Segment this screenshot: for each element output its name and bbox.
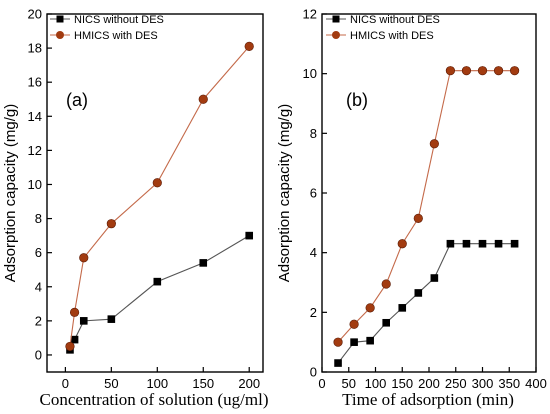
data-point-s0-7 [446,239,455,248]
x-tick-label-2: 100 [365,376,387,391]
data-point-s1-8 [461,66,472,76]
panel-b-legend-entry-hmics: HMICS with DES [350,30,434,42]
legend-marker-0 [332,15,340,23]
panel-b-legend-entry-nics: NICS without DES [350,14,440,26]
x-tick-label-4: 200 [418,376,440,391]
panel-b: 0 50 100 150 200 250 300 350 400 0 2 4 6 8 10 12 (b) Ti… [276,7,547,410]
y-tick-label-6: 12 [28,143,42,158]
y-tick-label-0: 0 [310,365,317,380]
y-tick-label-6: 12 [303,7,317,22]
x-tick-label-1: 50 [104,376,118,391]
data-point-s0-4 [153,277,162,286]
x-tick-label-3: 150 [391,376,413,391]
panel-a-legend-entry-hmics: HMICS with DES [74,30,158,42]
series-line-1 [337,70,515,343]
y-tick-label-8: 16 [28,75,42,90]
y-tick-label-5: 10 [303,66,317,81]
panel-b-frame [321,13,537,373]
panel-a-y-axis-title: Adsorption capacity (mg/g) [2,104,19,282]
data-point-s1-3 [106,219,116,229]
x-tick-label-0: 0 [318,376,325,391]
data-point-s0-2 [79,317,88,325]
x-tick-label-3: 150 [192,376,214,391]
data-point-s0-5 [199,259,208,267]
data-point-s0-8 [462,239,471,248]
data-point-s1-2 [365,303,375,313]
data-point-s0-1 [350,338,358,346]
y-tick-label-4: 8 [310,126,317,141]
data-point-s1-0 [65,341,75,352]
data-point-s1-4 [397,239,407,249]
x-tick-label-2: 100 [146,376,168,391]
legend-marker-1 [56,31,64,39]
data-point-s0-9 [478,239,487,248]
y-tick-label-7: 14 [28,109,42,124]
data-point-s1-6 [244,41,254,51]
y-tick-label-2: 4 [35,279,42,294]
data-point-s0-2 [366,336,374,345]
panel-a-x-axis-title: Concentration of solution (ug/ml) [40,390,269,409]
panel-a-frame [46,13,264,373]
y-tick-label-1: 2 [35,313,42,328]
panel-a-legend-entry-nics: NICS without DES [74,14,164,26]
panel-b-label: (b) [346,90,368,110]
x-tick-label-4: 200 [238,376,260,391]
data-point-s1-9 [477,66,488,76]
y-tick-label-3: 6 [35,245,42,260]
x-tick-label-0: 0 [62,376,69,391]
panel-a: 0 50 100 150 200 0 2 4 6 8 10 12 14 16 18 20 (a) Concen… [2,7,269,410]
y-tick-label-10: 20 [28,7,42,22]
panel-b-y-axis-title: Adsorption capacity (mg/g) [276,104,293,282]
y-tick-label-5: 10 [28,177,42,192]
y-tick-label-1: 2 [310,305,317,320]
series-line-0 [69,235,250,351]
data-point-s1-5 [413,213,423,223]
data-point-s0-3 [382,318,390,327]
data-point-s1-4 [152,178,162,188]
panel-b-x-axis-title: Time of adsorption (min) [342,390,514,409]
data-point-s1-3 [381,279,391,289]
x-tick-label-6: 300 [472,376,494,391]
data-point-s0-1 [70,335,79,344]
y-tick-label-0: 0 [35,347,42,362]
y-tick-label-2: 4 [310,245,317,260]
series-line-0 [337,243,515,364]
x-tick-label-1: 50 [342,376,356,391]
data-point-s0-11 [510,239,519,248]
legend-marker-0 [56,15,64,23]
panel-b-legend: NICS without DES HMICS with DES [326,14,440,42]
panel-a-label: (a) [66,90,88,110]
data-point-s0-6 [430,274,439,282]
data-point-s0-3 [107,315,116,323]
panel-a-ticks: 0 50 100 150 200 0 2 4 6 8 10 12 14 16 18 20 [28,7,261,392]
data-point-s1-6 [429,139,439,149]
series-line-1 [69,46,250,347]
data-point-s0-0 [334,359,342,367]
data-point-s1-2 [79,253,89,263]
data-point-s0-10 [494,239,503,248]
data-point-s1-0 [333,337,343,347]
data-point-s1-7 [445,66,456,76]
data-point-s1-11 [509,66,520,76]
data-point-s1-5 [198,94,208,104]
y-tick-label-4: 8 [35,211,42,226]
panel-b-series [333,66,520,367]
panel-a-series [65,41,254,354]
y-tick-label-3: 6 [310,186,317,201]
x-tick-label-8: 400 [525,376,547,391]
panel-b-ticks: 0 50 100 150 200 250 300 350 400 0 2 4 6 8 10 12 [303,7,547,392]
data-point-s0-5 [414,289,423,297]
legend-marker-1 [332,31,340,39]
data-point-s1-10 [493,66,504,76]
data-point-s1-1 [69,307,80,317]
x-tick-label-7: 350 [498,376,520,391]
y-tick-label-9: 18 [28,41,42,56]
data-point-s0-4 [398,304,407,312]
data-point-s0-6 [245,231,254,240]
panel-a-legend: NICS without DES HMICS with DES [50,14,164,42]
x-tick-label-5: 250 [445,376,467,391]
data-point-s1-1 [349,319,359,329]
